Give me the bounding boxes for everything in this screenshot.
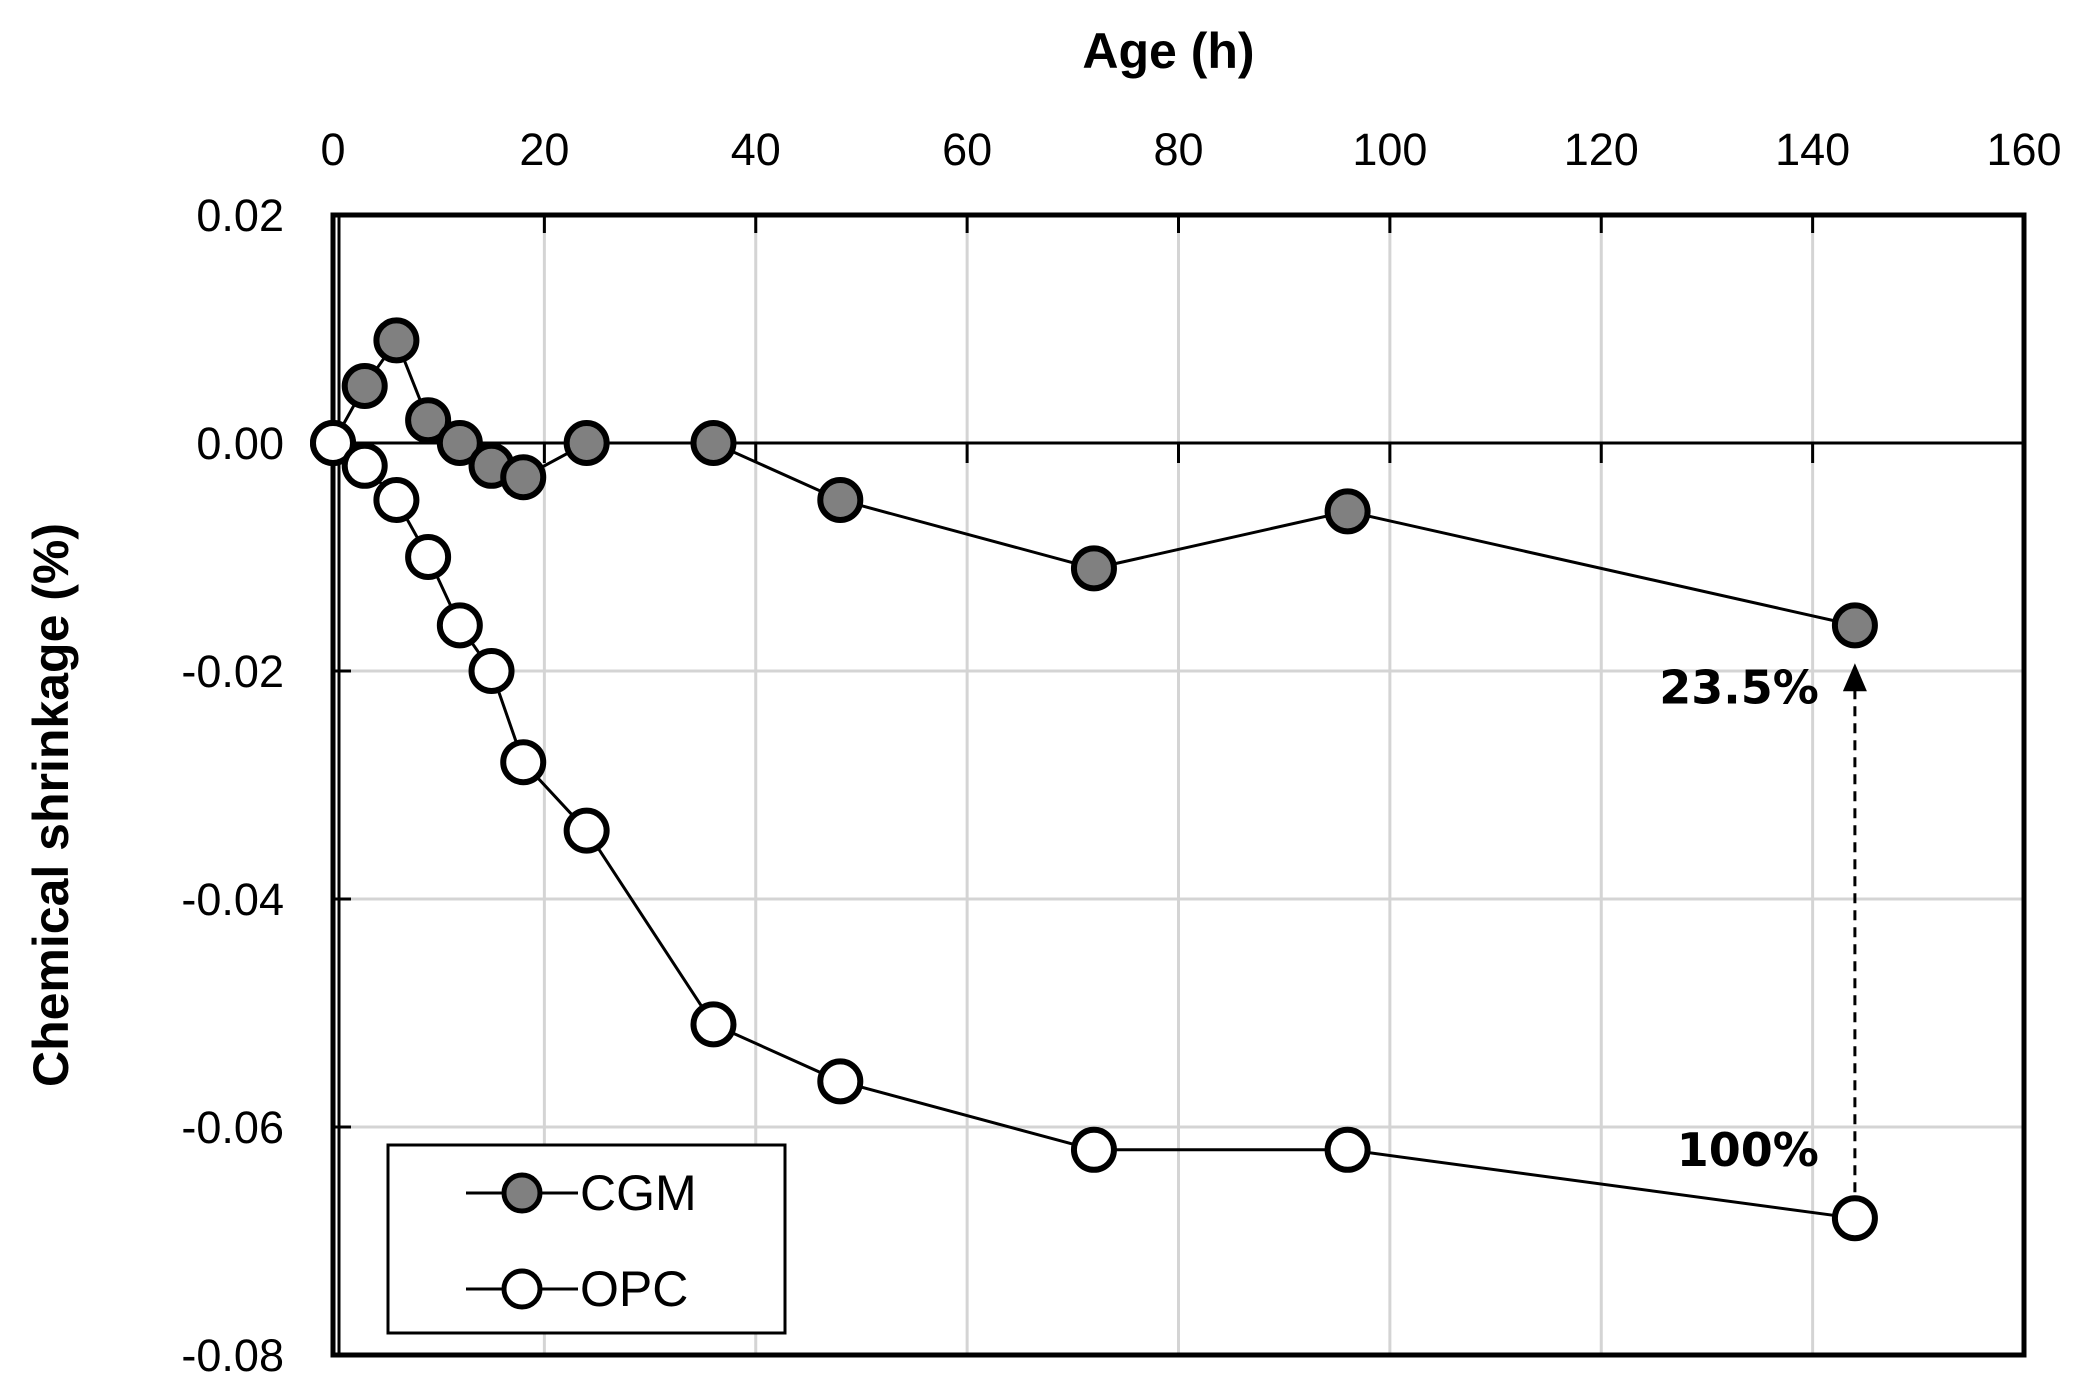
arrow-head — [1842, 663, 1867, 692]
data-point-cgm-7 — [563, 420, 610, 466]
y-axis-ticks: 0.02 0.00 -0.02 -0.04 -0.06 -0.08 — [181, 190, 351, 1381]
y-tick-label-2: -0.02 — [181, 646, 284, 697]
annotation-cgm-percent: 23.5% — [1659, 660, 1819, 714]
data-point-cgm-1 — [341, 363, 388, 409]
y-tick-label-1: 0.00 — [196, 418, 284, 469]
data-point-cgm-2 — [373, 317, 420, 364]
data-point-opc-12 — [1831, 1195, 1878, 1242]
y-tick-label-5: -0.08 — [181, 1330, 284, 1381]
data-point-cgm-9 — [817, 477, 864, 523]
y-axis-title: Chemical shrinkage (%) — [23, 523, 79, 1087]
data-point-cgm-3 — [405, 397, 452, 444]
data-point-opc-1 — [341, 442, 388, 489]
zero-line-ticks — [542, 443, 1815, 463]
data-point-opc-7 — [563, 807, 610, 854]
x-axis-title: Age (h) — [1082, 23, 1254, 79]
y-tick-label-0: 0.02 — [196, 190, 284, 241]
x-tick-label-3: 60 — [942, 124, 992, 175]
legend-box — [386, 1143, 787, 1335]
data-point-opc-4 — [436, 602, 483, 649]
x-axis-ticks: 0 20 40 60 80 100 120 140 160 — [320, 124, 2062, 233]
legend-marker-opc — [501, 1268, 543, 1310]
legend-label-opc: OPC — [580, 1261, 688, 1317]
data-point-opc-11 — [1324, 1126, 1371, 1173]
x-tick-label-4: 80 — [1153, 124, 1203, 175]
data-point-cgm-4 — [436, 420, 483, 466]
data-point-cgm-10 — [1070, 545, 1117, 592]
x-tick-label-2: 40 — [731, 124, 781, 175]
x-tick-label-1: 20 — [519, 124, 569, 175]
x-tick-label-8: 160 — [1986, 124, 2061, 175]
y-tick-label-3: -0.04 — [181, 874, 284, 925]
data-point-cgm-6 — [500, 454, 547, 501]
data-point-opc-3 — [405, 534, 452, 580]
legend: CGM OPC — [386, 1143, 787, 1335]
x-tick-label-0: 0 — [320, 124, 345, 175]
data-point-opc-2 — [373, 477, 420, 523]
data-point-cgm-12 — [1831, 602, 1878, 649]
data-point-opc-9 — [817, 1058, 864, 1105]
legend-label-cgm: CGM — [580, 1165, 697, 1221]
data-point-opc-5 — [468, 648, 515, 694]
legend-marker-cgm — [501, 1172, 543, 1214]
annotation-opc-percent: 100% — [1677, 1123, 1819, 1177]
data-point-opc-6 — [500, 739, 547, 786]
x-tick-label-6: 120 — [1564, 124, 1639, 175]
data-point-opc-0 — [310, 420, 356, 466]
comparison-arrow — [1842, 663, 1867, 1193]
data-point-cgm-8 — [690, 420, 737, 466]
x-tick-label-7: 140 — [1775, 124, 1850, 175]
x-tick-label-5: 100 — [1352, 124, 1427, 175]
data-point-opc-10 — [1070, 1126, 1117, 1173]
data-point-cgm-11 — [1324, 488, 1371, 535]
data-point-opc-8 — [690, 1001, 737, 1048]
series-layer — [310, 317, 1878, 1242]
y-tick-label-4: -0.06 — [181, 1102, 284, 1153]
